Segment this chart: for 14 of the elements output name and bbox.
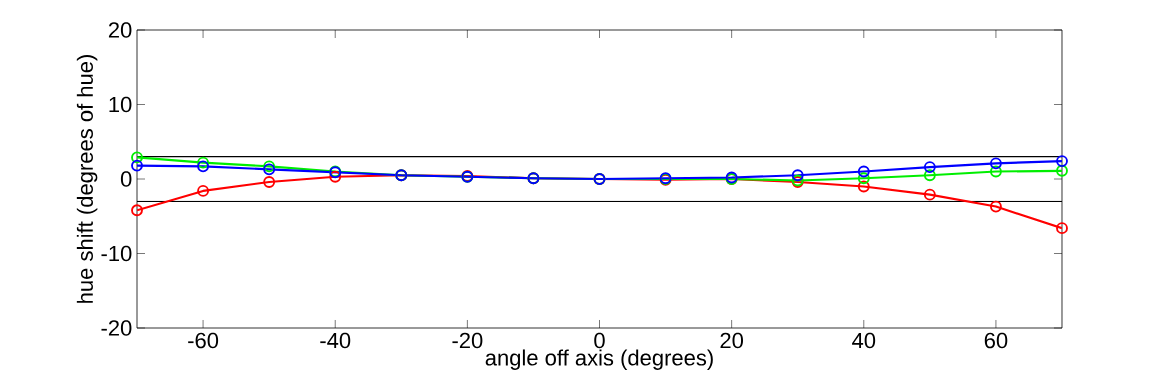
y-tick-label: -10 — [101, 245, 132, 262]
y-tick-label: 0 — [120, 171, 132, 187]
x-tick-label: 20 — [720, 332, 744, 349]
y-axis-title: hue shift (degrees of hue) — [76, 55, 98, 303]
x-tick-label: -40 — [320, 332, 351, 349]
x-tick-label: 60 — [984, 332, 1008, 349]
y-tick-label: -20 — [101, 320, 132, 336]
x-tick-label: 40 — [852, 332, 876, 349]
y-tick-label: 10 — [109, 96, 132, 113]
x-tick-label: -60 — [188, 332, 219, 349]
y-tick-label: 20 — [108, 22, 132, 38]
x-axis-title: angle off axis (degrees) — [485, 349, 713, 370]
x-tick-label: -20 — [452, 332, 483, 349]
x-tick-label: 0 — [594, 332, 605, 349]
